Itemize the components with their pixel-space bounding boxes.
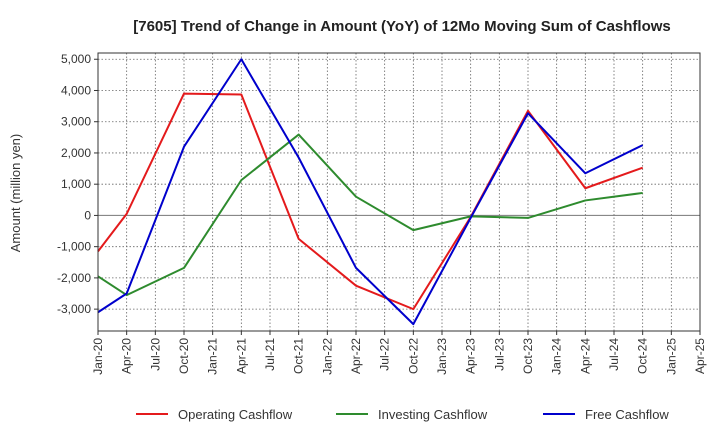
y-axis: 5,000 4,000 3,000 2,000 1,000 0 -1,000 -2,000 -3… xyxy=(57,52,98,316)
x-tick-label: Apr-25 xyxy=(693,338,707,374)
x-tick-label: Apr-23 xyxy=(464,338,478,374)
series-line-investing-cashflow xyxy=(97,133,643,297)
legend-label: Operating Cashflow xyxy=(178,407,293,422)
series-line-free-cashflow xyxy=(97,58,644,326)
x-tick-label: Jul-21 xyxy=(263,338,277,371)
x-tick-label: Apr-22 xyxy=(349,338,363,374)
y-axis-label: Amount (million yen) xyxy=(8,134,23,253)
x-tick-label: Jan-23 xyxy=(435,338,449,375)
x-tick-label: Apr-21 xyxy=(234,338,248,374)
y-tick-label: -1,000 xyxy=(57,240,91,254)
y-tick-label: 1,000 xyxy=(61,177,91,191)
x-axis: Jan-20 Apr-20 Jul-20 Oct-20 Jan-21 Apr-21 Jul-… xyxy=(91,331,707,375)
x-tick-label: Oct-23 xyxy=(521,338,535,374)
y-tick-label: 0 xyxy=(84,208,91,222)
y-tick-label: 5,000 xyxy=(61,52,91,66)
chart-title: [7605] Trend of Change in Amount (YoY) o… xyxy=(133,18,671,35)
x-tick-label: Apr-20 xyxy=(120,338,134,374)
x-tick-label: Jul-22 xyxy=(378,338,392,371)
plot-frame xyxy=(97,52,701,332)
x-tick-label: Jan-22 xyxy=(320,338,334,375)
x-tick-label: Oct-21 xyxy=(292,338,306,374)
x-tick-label: Oct-24 xyxy=(636,338,650,374)
y-tick-label: 4,000 xyxy=(61,83,91,97)
legend-label: Free Cashflow xyxy=(585,407,669,422)
x-tick-label: Oct-22 xyxy=(406,338,420,374)
legend: Operating Cashflow Investing Cashflow Free… xyxy=(136,407,669,422)
y-tick-label: 3,000 xyxy=(61,115,91,129)
x-tick-label: Jan-24 xyxy=(550,338,564,375)
series-line-operating-cashflow xyxy=(97,92,644,311)
x-tick-label: Jan-21 xyxy=(206,338,220,375)
x-tick-label: Jan-25 xyxy=(664,338,678,375)
y-tick-label: 2,000 xyxy=(61,146,91,160)
legend-label: Investing Cashflow xyxy=(378,407,488,422)
x-tick-label: Jul-24 xyxy=(607,338,621,371)
x-tick-label: Jul-20 xyxy=(148,338,162,371)
y-tick-label: -3,000 xyxy=(57,302,91,316)
x-tick-label: Jan-20 xyxy=(91,338,105,375)
grid-lines xyxy=(98,53,700,331)
series-lines xyxy=(97,58,644,326)
y-tick-label: -2,000 xyxy=(57,271,91,285)
plot-area xyxy=(98,53,700,331)
x-tick-label: Apr-24 xyxy=(578,338,592,374)
x-tick-label: Oct-20 xyxy=(177,338,191,374)
x-tick-label: Jul-23 xyxy=(492,338,506,371)
